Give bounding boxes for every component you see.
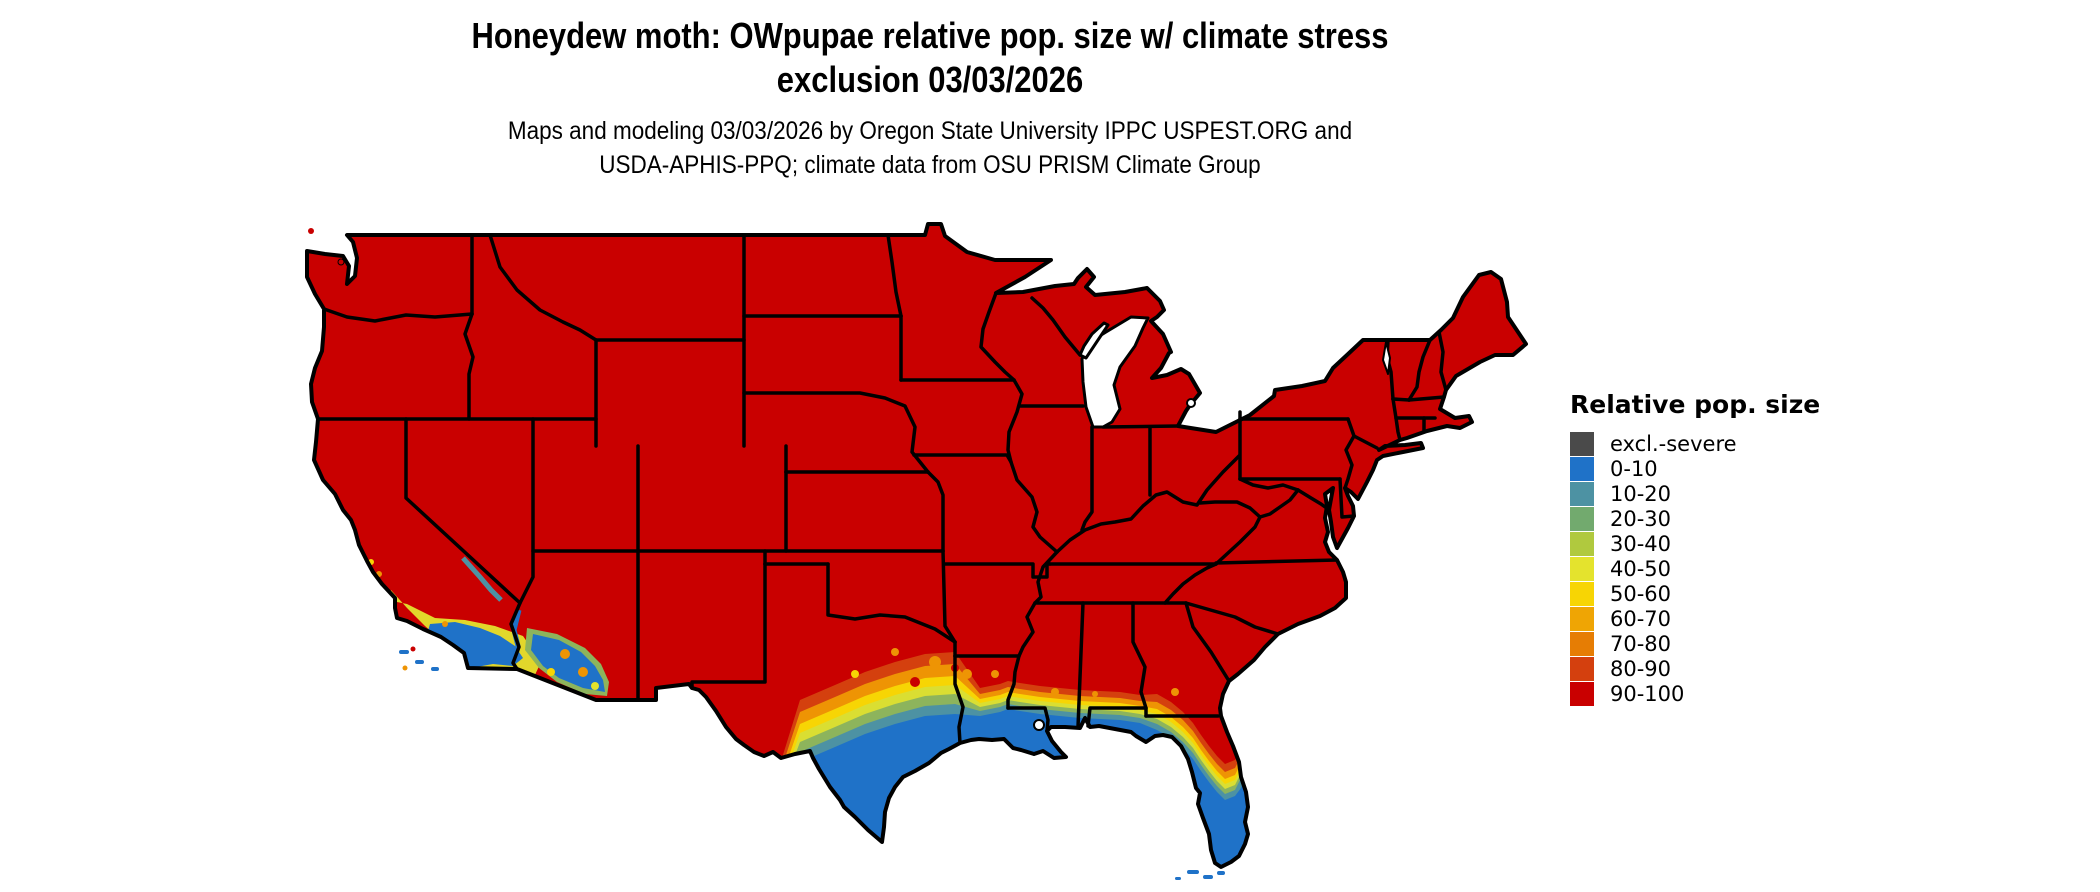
legend-row: 0-10 (1570, 456, 1830, 481)
map-title: Honeydew moth: OWpupae relative pop. siz… (295, 14, 1565, 102)
legend-label: 70-80 (1610, 631, 1672, 656)
legend-swatch-10-20 (1570, 481, 1594, 506)
legend: Relative pop. size excl.-severe 0-10 10-… (1570, 390, 1830, 706)
legend-row: 10-20 (1570, 481, 1830, 506)
legend-swatch-0-10 (1570, 456, 1594, 481)
subtitle-line-2: USDA-APHIS-PPQ; climate data from OSU PR… (599, 151, 1261, 179)
legend-swatch-80-90 (1570, 656, 1594, 681)
title-line-2: exclusion 03/03/2026 (776, 59, 1084, 100)
legend-row: excl.-severe (1570, 431, 1830, 456)
lake-michigan (1080, 315, 1150, 429)
legend-label: 60-70 (1610, 606, 1672, 631)
us-map-svg (305, 222, 1528, 880)
legend-row: 40-50 (1570, 556, 1830, 581)
legend-label: 30-40 (1610, 531, 1672, 556)
great-lakes (1033, 315, 1391, 731)
state-borders (316, 233, 1448, 745)
green-bay (1078, 321, 1110, 360)
legend-row: 20-30 (1570, 506, 1830, 531)
legend-label: 40-50 (1610, 556, 1672, 581)
legend-title: Relative pop. size (1570, 390, 1821, 419)
legend-label: 90-100 (1610, 681, 1685, 706)
legend-row: 30-40 (1570, 531, 1830, 556)
lake-champlain (1382, 341, 1391, 375)
legend-swatch-excl-severe (1570, 431, 1594, 456)
legend-swatch-60-70 (1570, 606, 1594, 631)
legend-swatch-50-60 (1570, 581, 1594, 606)
us-land-base (307, 224, 1526, 867)
legend-label: 0-10 (1610, 456, 1658, 481)
us-outline (305, 222, 1528, 869)
subtitle-line-1: Maps and modeling 03/03/2026 by Oregon S… (507, 117, 1353, 145)
legend-row: 80-90 (1570, 656, 1830, 681)
legend-row: 50-60 (1570, 581, 1830, 606)
legend-label: 80-90 (1610, 656, 1672, 681)
legend-swatch-70-80 (1570, 631, 1594, 656)
title-line-1: Honeydew moth: OWpupae relative pop. siz… (471, 15, 1389, 56)
legend-swatch-20-30 (1570, 506, 1594, 531)
legend-label: 10-20 (1610, 481, 1672, 506)
lake-mead-strip (461, 556, 503, 602)
legend-label: excl.-severe (1610, 431, 1737, 456)
us-choropleth-map (295, 222, 1535, 890)
legend-row: 70-80 (1570, 631, 1830, 656)
islands-and-keys (308, 228, 1225, 880)
legend-swatch-40-50 (1570, 556, 1594, 581)
legend-row: 90-100 (1570, 681, 1830, 706)
lake-pontchartrain (1033, 719, 1045, 731)
gradient-speckles (851, 648, 1179, 697)
map-subtitle: Maps and modeling 03/03/2026 by Oregon S… (295, 114, 1565, 182)
legend-label: 50-60 (1610, 581, 1672, 606)
legend-swatch-30-40 (1570, 531, 1594, 556)
sw-arizona-blue (531, 634, 605, 692)
legend-row: 60-70 (1570, 606, 1830, 631)
lake-st-clair (1186, 398, 1196, 408)
legend-label: 20-30 (1610, 506, 1672, 531)
legend-swatch-90-100 (1570, 681, 1594, 706)
